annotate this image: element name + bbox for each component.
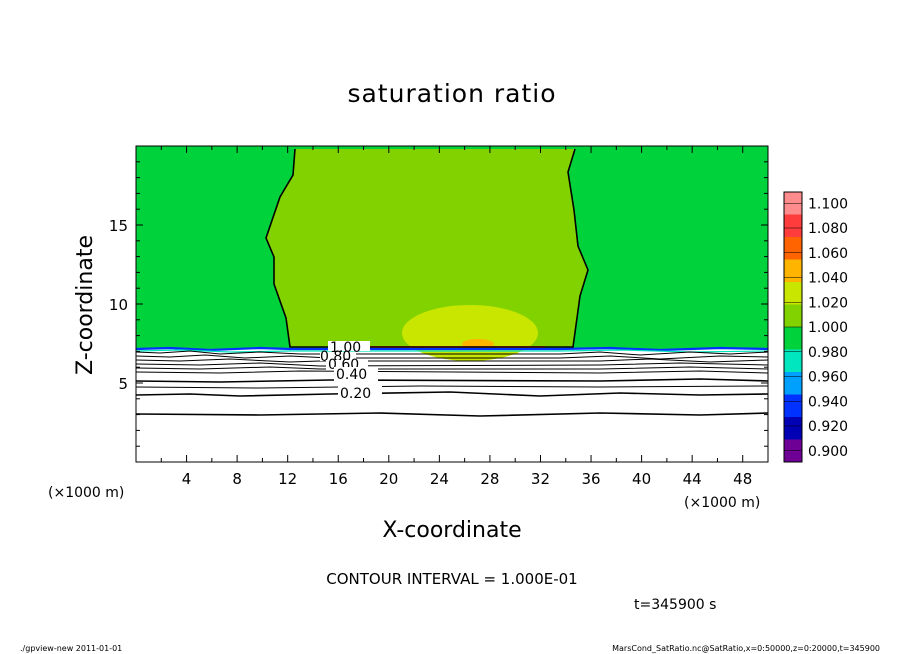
- x-tick-label: 36: [581, 470, 600, 488]
- colorbar-label: 1.020: [808, 295, 848, 311]
- contour-interval-label: CONTOUR INTERVAL = 1.000E-01: [326, 570, 577, 588]
- colorbar-label: 1.040: [808, 271, 848, 287]
- contour-line-0-40: [135, 378, 769, 383]
- contour-label-halo-0-60: [326, 360, 368, 370]
- contour-line-0-60: [135, 366, 769, 370]
- y-axis-label: Z-coordinate: [73, 235, 98, 375]
- colorbar-swatch: [784, 349, 802, 373]
- inner-column-region: [266, 149, 588, 347]
- x-tick-label: 32: [531, 470, 550, 488]
- footer-left-text: ./gpview-new 2011-01-01: [20, 644, 122, 653]
- colorbar-label: 0.900: [808, 444, 848, 460]
- colorbar-label: 1.080: [808, 221, 848, 237]
- colorbar-swatch: [784, 237, 802, 260]
- colorbar-swatch: [784, 214, 802, 238]
- y-axis-ticks: 5 10 15: [109, 145, 768, 463]
- boundary-blue-band: [135, 346, 769, 352]
- x-tick-label: 4: [182, 470, 192, 488]
- colorbar-label: 1.000: [808, 320, 848, 336]
- contour-lines: [135, 148, 769, 417]
- chart-title: saturation ratio: [347, 79, 556, 108]
- contour-line-0-98: [135, 350, 769, 356]
- contour-label-group: 1.00 0.80 0.60 0.40 0.20: [320, 340, 382, 402]
- contour-label-1-00: 1.00: [330, 340, 361, 356]
- contour-line-0-70: [135, 362, 769, 367]
- x-unit-label-right: (×1000 m): [684, 495, 760, 511]
- x-tick-label: 24: [430, 470, 449, 488]
- contour-label-halo-1-00: [328, 341, 370, 351]
- colorbar-swatch: [784, 394, 802, 418]
- colorbar-label: 1.060: [808, 246, 848, 262]
- colorbar-swatch: [784, 417, 802, 440]
- y-tick-label: 5: [118, 375, 128, 393]
- colorbar-swatch: [784, 372, 802, 395]
- colorbar-label: 1.100: [808, 196, 848, 212]
- colorbar-label: 0.940: [808, 394, 848, 410]
- x-axis-ticks: 4 8 12 16 20 24 28 32 36 40 44 48: [135, 146, 769, 488]
- y-tick-label: 15: [109, 217, 128, 235]
- x-tick-label: 48: [733, 470, 752, 488]
- contour-label-halo-0-80: [320, 353, 356, 361]
- x-tick-label: 40: [632, 470, 651, 488]
- x-tick-label: 28: [480, 470, 499, 488]
- x-axis-label: X-coordinate: [382, 518, 521, 543]
- contour-line-0-50: [135, 370, 769, 374]
- colorbar-swatch: [784, 259, 802, 283]
- x-unit-label: (×1000 m): [48, 485, 124, 501]
- colorbar-swatch: [784, 282, 802, 305]
- colorbar-swatch: [784, 327, 802, 350]
- x-tick-label: 16: [329, 470, 348, 488]
- contour-line-0-30: [135, 385, 769, 389]
- contour-line-0-10: [135, 412, 769, 417]
- boundary-cyan-band: [135, 349, 769, 353]
- time-label: t=345900 s: [634, 597, 716, 613]
- colorbar-label: 0.980: [808, 345, 848, 361]
- colorbar-label: 0.920: [808, 419, 848, 435]
- x-tick-label: 8: [232, 470, 242, 488]
- contour-label-halo-0-40: [334, 367, 378, 381]
- colorbar-label: 0.960: [808, 370, 848, 386]
- y-tick-label: 10: [109, 296, 128, 314]
- contour-label-0-20: 0.20: [340, 386, 371, 402]
- footer-right-text: MarsCond_SatRatio.nc@SatRatio,x=0:50000,…: [612, 644, 880, 653]
- contour-label-0-40: 0.40: [336, 367, 367, 383]
- contour-label-halo-0-20: [338, 386, 382, 399]
- colorbar: 1.100 1.080 1.060 1.040 1.020 1.000 0.980 0.960…: [783, 191, 848, 463]
- x-tick-label: 44: [683, 470, 702, 488]
- warm-core: [402, 305, 538, 361]
- x-tick-label: 20: [379, 470, 398, 488]
- colorbar-swatch: [784, 304, 802, 328]
- contour-line-1-00: [265, 148, 589, 348]
- contour-line-0-20: [135, 391, 769, 397]
- plot-area: 1.00 0.80 0.60 0.40 0.20: [135, 145, 769, 463]
- x-tick-label: 12: [278, 470, 297, 488]
